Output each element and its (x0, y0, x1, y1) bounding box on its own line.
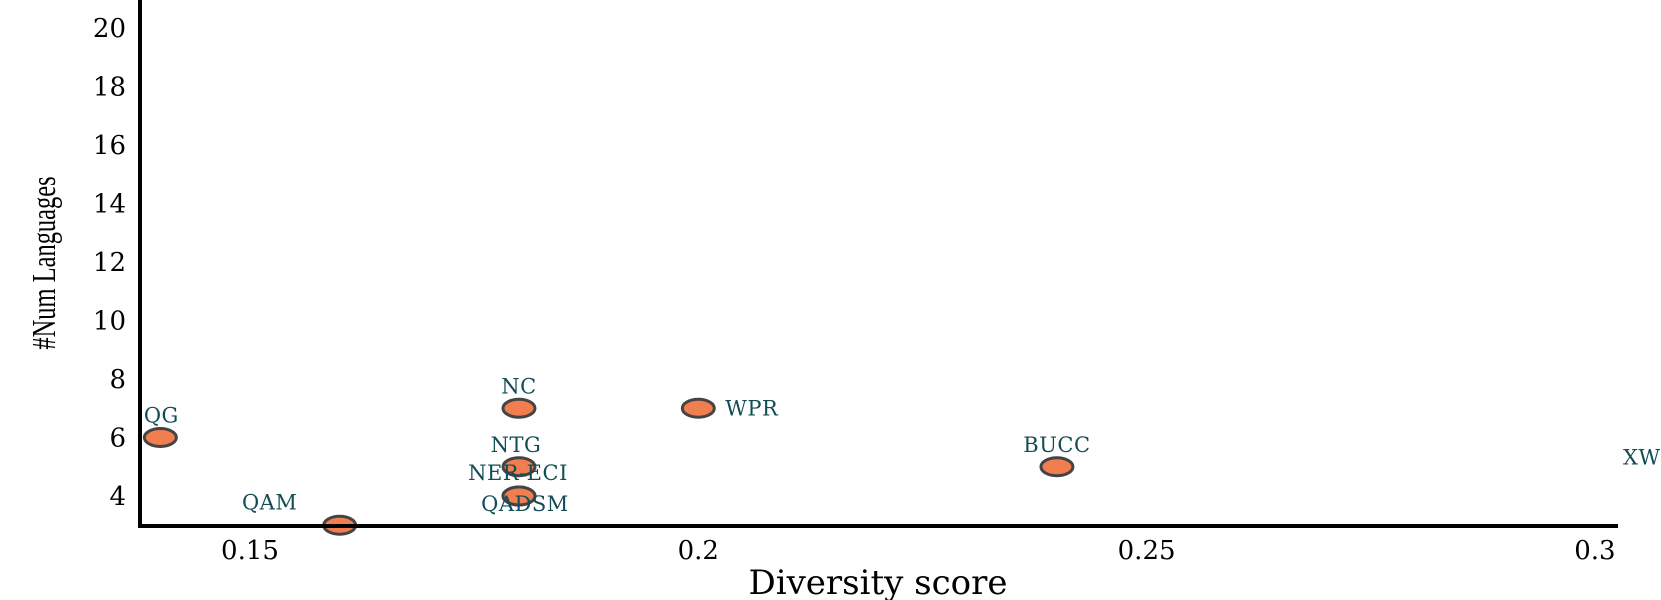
data-point-label: QAM (242, 490, 297, 514)
x-tick-labels: 0.150.20.250.30.350.40.45 (221, 536, 1616, 566)
data-point-label: NER-ECI (468, 461, 568, 485)
y-tick-label: 18 (93, 73, 126, 103)
plot-area: MasakhaNERXNLIXQuADLAReQAXQuAD-RXStorycl… (142, 374, 1661, 536)
data-point (501, 397, 537, 419)
data-point (680, 397, 716, 419)
y-tick-labels: 4 6 8 10 12 14 16 18 20 (93, 14, 126, 512)
data-point-label: WPR (725, 396, 779, 420)
y-tick-label: 16 (93, 131, 126, 161)
x-tick-label: 0.2 (678, 536, 719, 566)
x-tick-label: 0.25 (1118, 536, 1176, 566)
data-points (142, 397, 1075, 536)
data-point-label: QG (144, 404, 179, 428)
y-tick-label: 20 (93, 14, 126, 44)
y-tick-label: 10 (93, 307, 126, 337)
data-point-label: NC (501, 374, 536, 398)
data-point-label: NTG (491, 433, 542, 457)
data-point (142, 427, 178, 448)
data-point-label: BUCC (1023, 433, 1090, 457)
x-tick-label: 0.15 (221, 536, 279, 566)
data-point (501, 485, 537, 507)
data-point-label: QADSM (481, 492, 569, 516)
data-point (501, 456, 537, 478)
y-tick-label: 8 (109, 365, 126, 395)
y-tick-label: 6 (109, 424, 126, 454)
axes: 0.150.20.250.30.350.40.45 46810121416182… (26, 0, 1618, 600)
y-tick-label: 12 (93, 248, 126, 278)
y-tick-label: 14 (93, 190, 126, 220)
x-axis-title: Diversity score (748, 563, 1007, 600)
x-tick-label: 0.3 (1574, 536, 1615, 566)
data-point (1039, 456, 1075, 478)
data-point-labels: MasakhaNERXNLIXQuADLAReQAXQuAD-RXStorycl… (144, 374, 1661, 516)
data-point-label: XWinograd (1623, 446, 1661, 470)
y-axis-title: #Num Languages (26, 176, 63, 349)
y-tick-label: 4 (109, 482, 126, 512)
